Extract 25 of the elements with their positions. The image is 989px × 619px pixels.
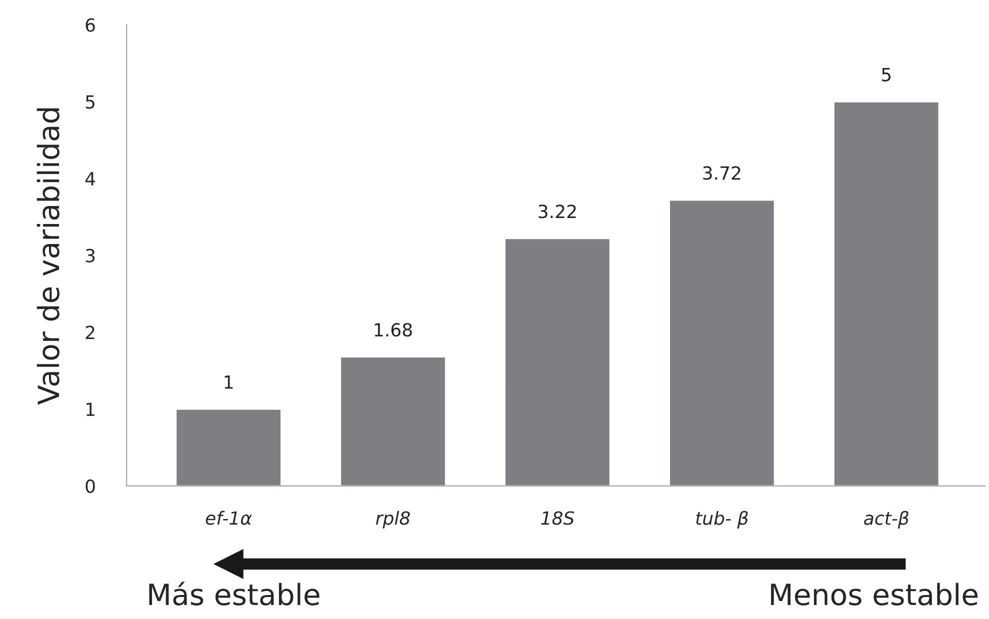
x-tick-label: 18S (541, 511, 574, 525)
y-tick-label: 0 (86, 479, 95, 494)
bar (668, 199, 776, 486)
bar (340, 356, 446, 486)
y-tick-label: 6 (86, 18, 95, 32)
x-tick-label: rpl8 (376, 510, 410, 528)
x-tick-label: act-β (864, 510, 908, 528)
x-tick-label: ef-1α (206, 510, 252, 525)
y-tick-label: 5 (86, 95, 94, 109)
data-label: 3.22 (538, 204, 576, 218)
bar (504, 238, 611, 486)
y-axis-title: Valor de variabilidad (36, 108, 60, 405)
y-tick-label: 2 (86, 326, 94, 340)
data-label: 5 (882, 68, 891, 82)
text: Más estable (149, 582, 320, 606)
x-tick-label: tub- β (696, 510, 748, 528)
y-tick-label: 4 (85, 172, 96, 186)
data-label: 1.68 (374, 322, 412, 337)
data-label: 1 (224, 375, 233, 389)
y-tick-label: 1 (86, 402, 94, 416)
y-tick-label: 3 (86, 248, 95, 262)
data-label: 3.72 (703, 166, 740, 180)
text: Menos estable (771, 582, 978, 606)
bar (833, 100, 940, 486)
bar (175, 408, 282, 486)
